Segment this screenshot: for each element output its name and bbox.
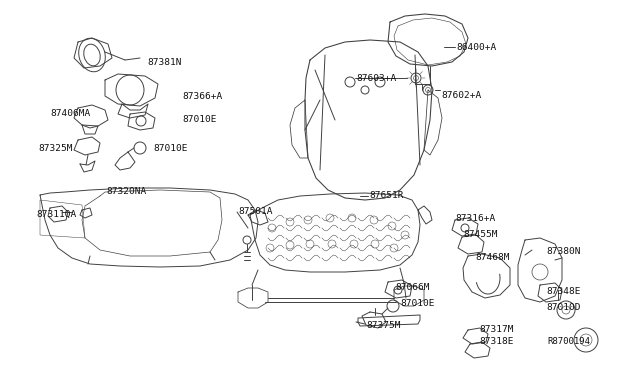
Text: 86400+A: 86400+A [456,42,496,51]
Text: 87406MA: 87406MA [50,109,90,118]
Text: 87603+A: 87603+A [356,74,396,83]
Text: 87010E: 87010E [182,115,216,124]
Text: 87455M: 87455M [463,230,497,238]
Text: 87602+A: 87602+A [441,90,481,99]
Text: 87010D: 87010D [546,302,580,311]
Circle shape [375,77,385,87]
Text: 87320NA: 87320NA [106,186,147,196]
Text: 87325M: 87325M [38,144,72,153]
Text: 87010E: 87010E [400,298,435,308]
Text: 87501A: 87501A [238,206,273,215]
Circle shape [345,77,355,87]
Text: 87311QA: 87311QA [36,209,76,218]
Text: 87468M: 87468M [475,253,509,263]
Text: 87380N: 87380N [546,247,580,257]
Text: 87366+A: 87366+A [182,92,222,100]
Text: 87348E: 87348E [546,286,580,295]
Text: 87066M: 87066M [395,283,429,292]
Text: 87010E: 87010E [153,144,188,153]
Circle shape [361,86,369,94]
Text: 87316+A: 87316+A [455,214,495,222]
Text: 87318E: 87318E [479,337,513,346]
Text: 87651R: 87651R [369,190,403,199]
Text: 87381N: 87381N [147,58,182,67]
Text: R8700194: R8700194 [547,337,590,346]
Text: 87317M: 87317M [479,324,513,334]
Text: 87375M: 87375M [366,321,401,330]
